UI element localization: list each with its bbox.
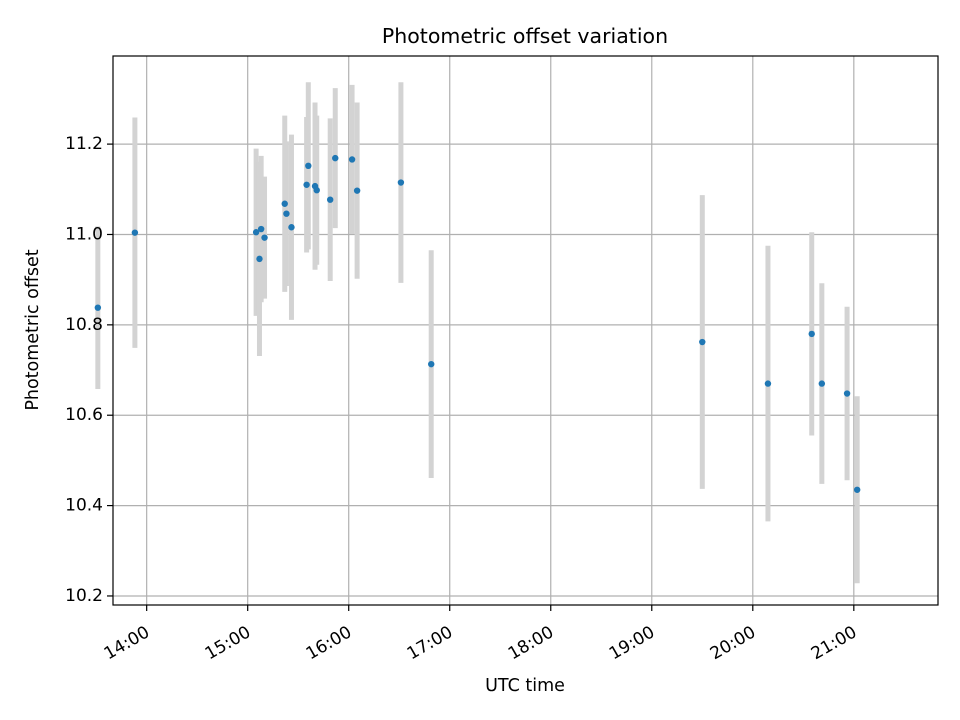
plot-area [113, 56, 938, 605]
y-tick-label: 10.6 [65, 405, 103, 425]
data-point [853, 486, 861, 493]
data-point [313, 187, 320, 194]
data-point [764, 380, 772, 387]
data-point [348, 156, 356, 163]
data-point [808, 330, 815, 338]
data-point [256, 255, 263, 263]
data-point [353, 187, 361, 194]
y-tick-label: 11.0 [65, 224, 103, 244]
data-point [428, 360, 435, 368]
data-point [257, 225, 265, 233]
y-tick-label: 10.4 [65, 496, 103, 516]
data-point [131, 229, 139, 236]
data-point [305, 162, 312, 169]
y-tick-label: 10.8 [65, 315, 103, 335]
data-point [283, 210, 290, 217]
data-point [288, 224, 295, 231]
data-point [326, 196, 334, 203]
y-axis-ticks: 10.2 10.4 10.6 10.8 11.0 11.2 [65, 134, 113, 606]
data-points [94, 154, 861, 493]
data-point [332, 154, 339, 162]
data-point [94, 304, 102, 311]
chart-title: Photometric offset variation [382, 24, 668, 48]
data-point [303, 181, 310, 188]
x-axis-label: UTC time [485, 676, 565, 696]
plot-frame [112, 55, 939, 606]
data-point [252, 229, 260, 236]
data-point [699, 338, 706, 346]
data-point [843, 390, 851, 397]
data-point [397, 179, 405, 186]
y-tick-label: 11.2 [65, 134, 103, 154]
data-point [261, 234, 268, 241]
data-point [818, 380, 826, 387]
y-tick-label: 10.2 [65, 586, 103, 606]
y-axis-label: Photometric offset [23, 249, 43, 410]
grid-lines [113, 56, 938, 605]
data-point [281, 200, 288, 207]
